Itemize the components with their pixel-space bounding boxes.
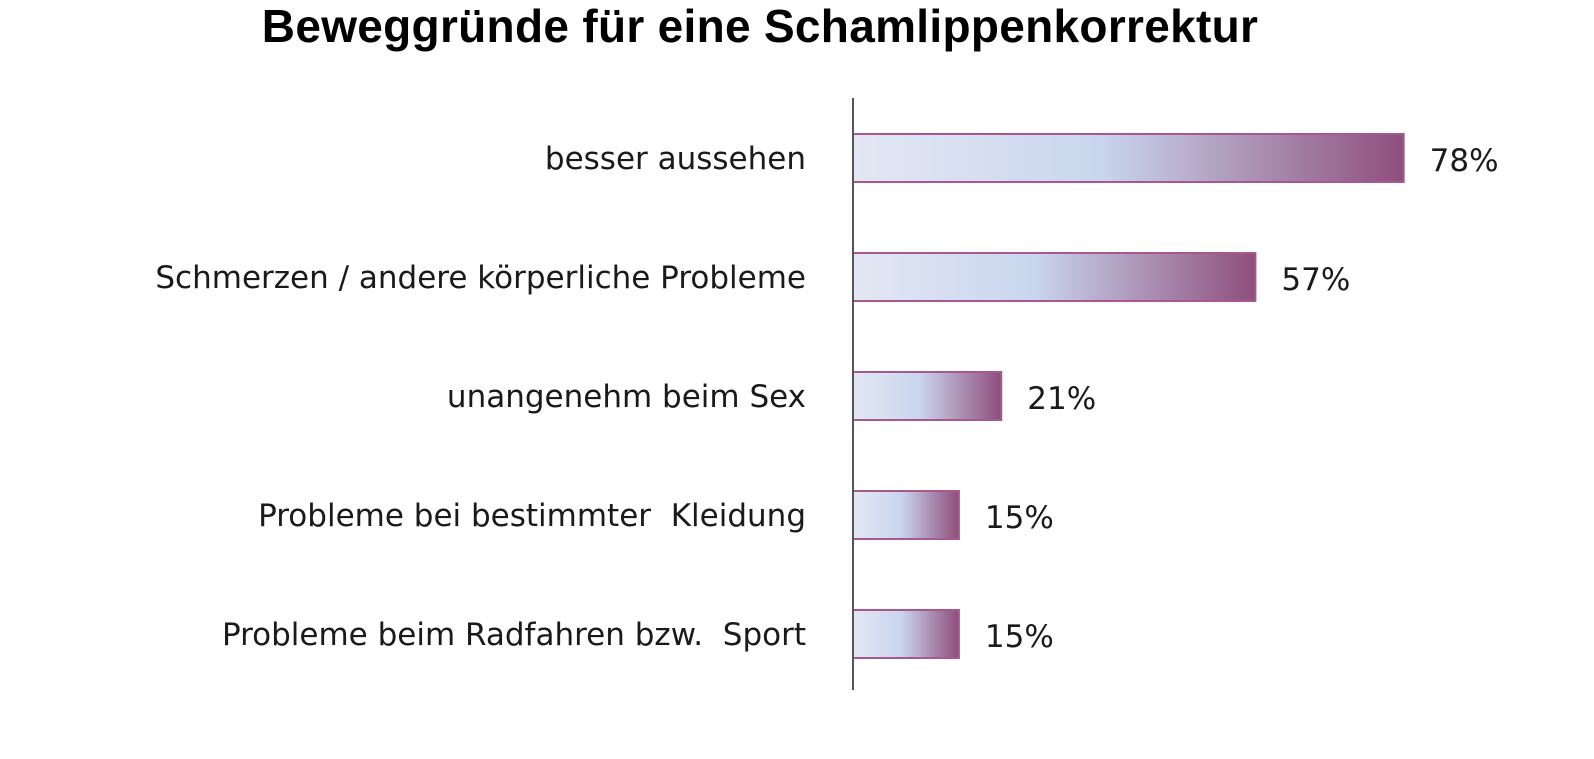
value-label-2: 21%	[1027, 381, 1096, 417]
bar-3	[852, 490, 960, 540]
value-label-0: 78%	[1430, 143, 1499, 179]
bar-0	[852, 133, 1405, 183]
bar-4	[852, 609, 960, 659]
category-label-0: besser aussehen	[545, 141, 806, 177]
bar-2	[852, 371, 1003, 421]
category-label-4: Probleme beim Radfahren bzw. Sport	[222, 617, 806, 653]
category-label-1: Schmerzen / andere körperliche Probleme	[155, 260, 806, 296]
value-label-3: 15%	[985, 500, 1054, 536]
value-label-4: 15%	[985, 619, 1054, 655]
chart-title: Beweggründe für eine Schamlippenkorrektu…	[261, 0, 1259, 52]
category-label-2: unangenehm beim Sex	[447, 379, 806, 415]
bar-1	[852, 252, 1257, 302]
category-label-3: Probleme bei bestimmter Kleidung	[258, 498, 806, 534]
value-label-1: 57%	[1281, 262, 1350, 298]
